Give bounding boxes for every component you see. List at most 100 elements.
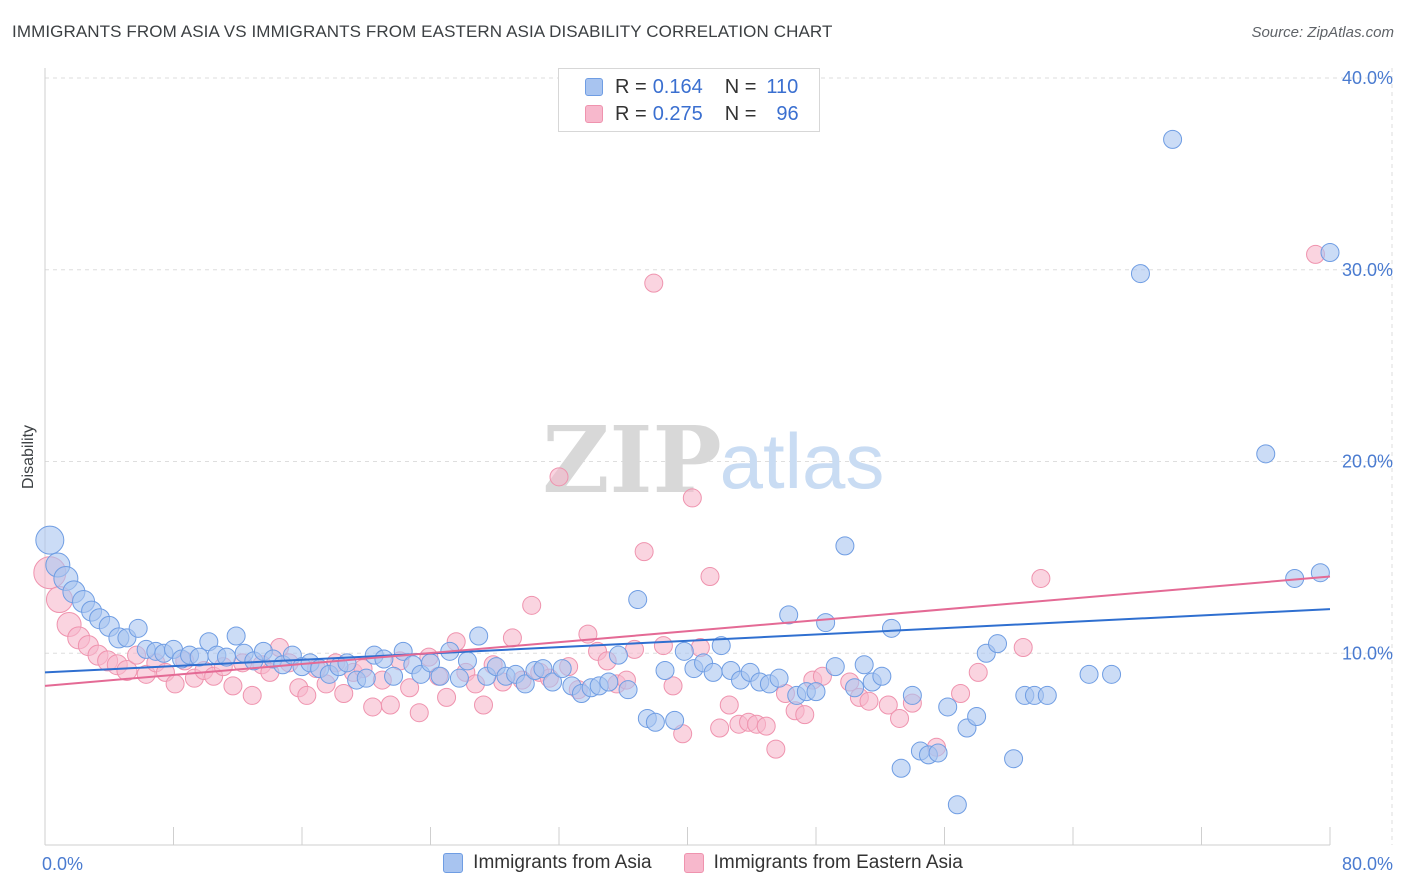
data-point <box>779 605 799 625</box>
data-point <box>522 595 542 615</box>
data-point <box>223 676 243 696</box>
data-point <box>700 567 720 587</box>
data-point <box>710 718 730 738</box>
data-point <box>474 695 494 715</box>
data-point <box>644 273 664 293</box>
legend-item-asia[interactable]: Immigrants from Asia <box>443 852 652 874</box>
source-label: Source: ZipAtlas.com <box>1251 24 1394 41</box>
legend-label-asia: Immigrants from Asia <box>473 852 652 873</box>
data-point <box>1163 129 1183 149</box>
data-point <box>988 634 1008 654</box>
data-point <box>655 661 675 681</box>
data-point <box>297 685 317 705</box>
data-point <box>226 626 246 646</box>
data-point <box>719 695 739 715</box>
data-point <box>618 680 638 700</box>
data-point <box>682 488 702 508</box>
data-point <box>374 649 394 669</box>
data-point <box>835 536 855 556</box>
data-point <box>816 613 836 633</box>
data-point <box>543 672 563 692</box>
n-label: N = <box>724 102 757 125</box>
data-point <box>165 674 185 694</box>
data-point <box>380 695 400 715</box>
chart-title: IMMIGRANTS FROM ASIA VS IMMIGRANTS FROM … <box>12 22 833 41</box>
data-point <box>674 641 694 661</box>
data-point <box>1130 264 1150 284</box>
trendline <box>44 575 1331 687</box>
data-point <box>469 626 489 646</box>
swatch-pink <box>585 105 603 123</box>
stats-row-asia: R = 0.164 N = 110 <box>585 75 798 99</box>
data-point <box>363 697 383 717</box>
data-point <box>1037 685 1057 705</box>
data-point <box>951 684 971 704</box>
data-point <box>1102 664 1122 684</box>
data-point <box>1256 444 1276 464</box>
data-point <box>645 712 665 732</box>
r-value: 0.275 <box>652 102 703 125</box>
x-tick-label: 0.0% <box>42 854 83 874</box>
data-point <box>599 672 619 692</box>
data-point <box>400 678 420 698</box>
data-point <box>938 697 958 717</box>
axes <box>44 68 1331 846</box>
data-point <box>872 666 892 686</box>
data-point <box>806 682 826 702</box>
data-point <box>515 674 535 694</box>
data-point <box>711 636 731 656</box>
data-point <box>902 685 922 705</box>
data-point <box>756 716 776 736</box>
tick-labels: 10.0% 20.0% 30.0% 40.0% 0.0% 80.0% <box>42 68 1393 874</box>
data-point <box>665 710 685 730</box>
data-point <box>533 659 553 679</box>
data-point <box>128 618 148 638</box>
data-point <box>437 687 457 707</box>
data-point <box>1310 563 1330 583</box>
data-point <box>628 590 648 610</box>
data-point <box>947 795 967 815</box>
n-value: 96 <box>776 102 799 125</box>
data-point <box>825 657 845 677</box>
data-point <box>457 651 477 671</box>
data-point <box>967 707 987 727</box>
data-point <box>1031 568 1051 588</box>
stats-legend: R = 0.164 N = 110 R = 0.275 N = 96 <box>558 68 820 132</box>
legend-item-eastern-asia[interactable]: Immigrants from Eastern Asia <box>683 852 963 874</box>
data-point <box>766 739 786 759</box>
data-point <box>1004 749 1024 769</box>
data-point <box>891 758 911 778</box>
n-label: N = <box>724 75 757 98</box>
data-point <box>430 666 450 686</box>
data-point <box>552 659 572 679</box>
data-point <box>334 684 354 704</box>
data-point <box>116 660 138 682</box>
data-point <box>356 668 376 688</box>
legend-swatch-pink <box>683 853 704 873</box>
series-legend: Immigrants from Asia Immigrants from Eas… <box>0 852 1406 874</box>
data-point <box>189 647 209 667</box>
swatch-blue <box>585 78 603 96</box>
data-point <box>854 655 874 675</box>
watermark-atlas: atlas <box>720 417 885 505</box>
legend-swatch-blue <box>443 853 464 873</box>
y-tick-label: 40.0% <box>1342 68 1393 88</box>
trendline <box>44 608 1331 674</box>
data-point <box>242 685 262 705</box>
r-label: R = <box>615 102 647 125</box>
n-value: 110 <box>766 75 799 98</box>
legend-label-eastern-asia: Immigrants from Eastern Asia <box>713 852 963 873</box>
data-point <box>663 676 683 696</box>
data-point <box>549 467 569 487</box>
data-point <box>1320 242 1340 262</box>
x-tick-label: 80.0% <box>1342 854 1393 874</box>
data-point <box>881 618 901 638</box>
data-point <box>1079 664 1099 684</box>
y-tick-label: 10.0% <box>1342 643 1393 663</box>
data-point <box>795 705 815 725</box>
data-point <box>634 542 654 562</box>
data-point <box>769 668 789 688</box>
data-point <box>890 708 910 728</box>
data-point <box>878 695 898 715</box>
